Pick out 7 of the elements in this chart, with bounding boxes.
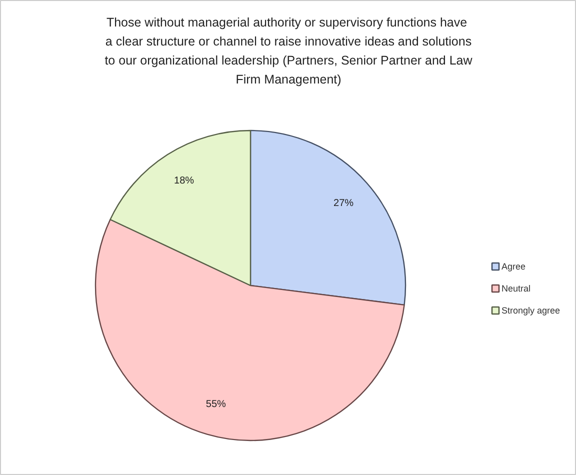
data-label: 55%	[206, 399, 226, 410]
legend-label: Agree	[502, 262, 526, 272]
chart-title: Those without managerial authority or supervisory functions have a clear structure or channel to raise innovative ideas and solutions to our organizational leadership (Partners, Senior Partner and Law Firm Management)	[104, 16, 474, 86]
legend-label: Strongly agree	[502, 306, 560, 316]
data-label: 27%	[334, 198, 354, 209]
data-label: 18%	[174, 175, 194, 186]
legend-label: Neutral	[502, 284, 531, 294]
